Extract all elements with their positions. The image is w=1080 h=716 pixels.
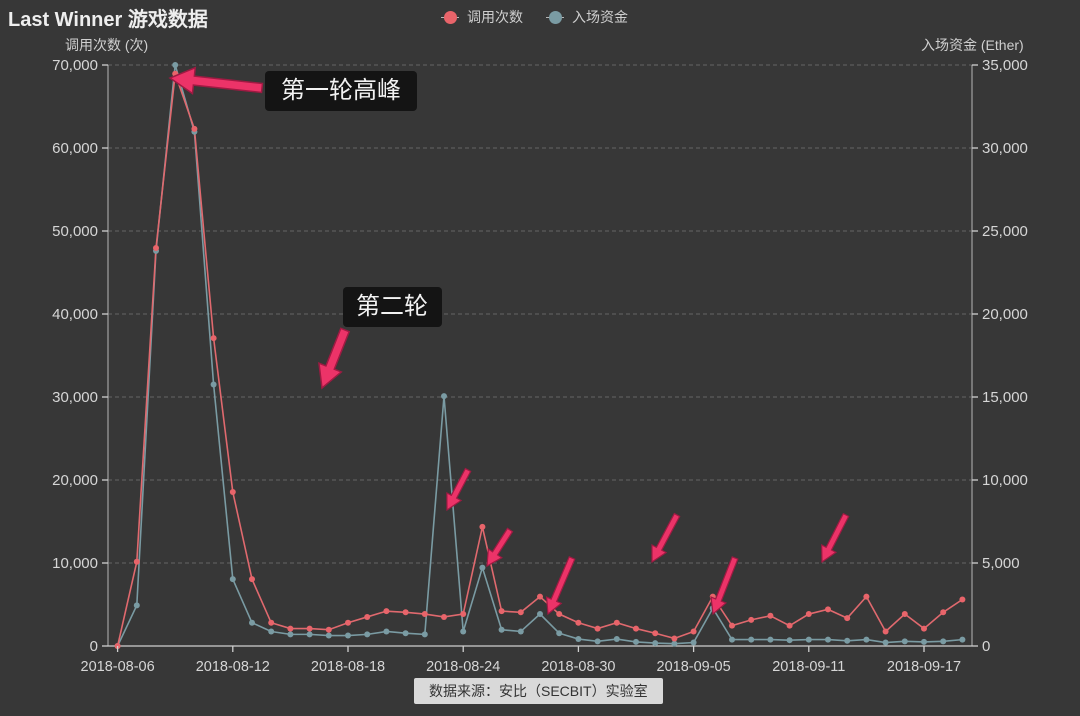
- svg-text:50,000: 50,000: [52, 223, 98, 240]
- svg-text:35,000: 35,000: [982, 57, 1028, 74]
- svg-text:2018-08-30: 2018-08-30: [541, 659, 615, 675]
- svg-text:5,000: 5,000: [982, 555, 1020, 572]
- svg-text:2018-08-06: 2018-08-06: [81, 659, 155, 675]
- svg-text:2018-08-12: 2018-08-12: [196, 659, 270, 675]
- svg-text:40,000: 40,000: [52, 306, 98, 323]
- svg-text:60,000: 60,000: [52, 140, 98, 157]
- svg-text:2018-08-24: 2018-08-24: [426, 659, 500, 675]
- svg-text:15,000: 15,000: [982, 389, 1028, 406]
- svg-text:70,000: 70,000: [52, 57, 98, 74]
- svg-text:2018-09-17: 2018-09-17: [887, 659, 961, 675]
- svg-text:第一轮高峰: 第一轮高峰: [281, 77, 401, 104]
- svg-text:10,000: 10,000: [52, 555, 98, 572]
- svg-text:20,000: 20,000: [52, 472, 98, 489]
- svg-text:30,000: 30,000: [982, 140, 1028, 157]
- svg-text:2018-08-18: 2018-08-18: [311, 659, 385, 675]
- svg-text:25,000: 25,000: [982, 223, 1028, 240]
- svg-text:20,000: 20,000: [982, 306, 1028, 323]
- svg-text:2018-09-11: 2018-09-11: [772, 659, 845, 675]
- svg-text:10,000: 10,000: [982, 472, 1028, 489]
- svg-text:30,000: 30,000: [52, 389, 98, 406]
- svg-text:0: 0: [90, 638, 98, 655]
- svg-text:2018-09-05: 2018-09-05: [657, 659, 731, 675]
- svg-text:第二轮: 第二轮: [356, 293, 428, 320]
- svg-text:0: 0: [982, 638, 990, 655]
